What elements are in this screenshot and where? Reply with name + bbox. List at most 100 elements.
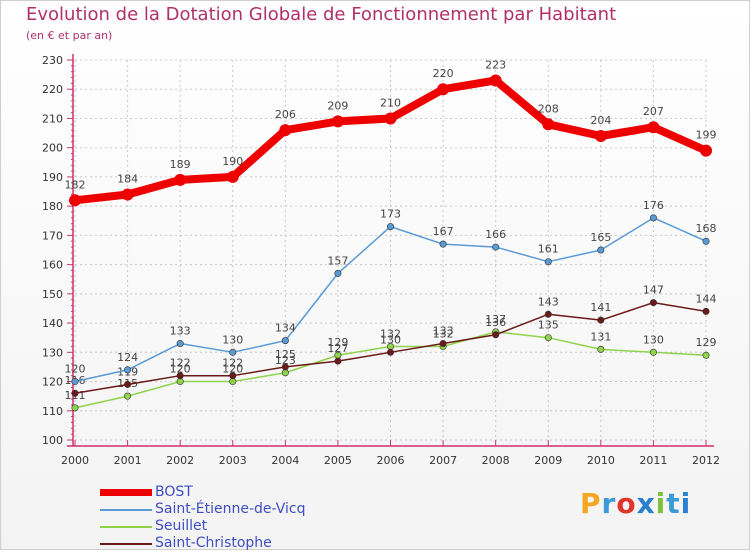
y-tick-label: 150: [42, 288, 63, 301]
data-point: [597, 316, 605, 324]
data-label: 182: [65, 178, 86, 191]
data-point: [334, 357, 342, 365]
data-label: 120: [65, 363, 86, 376]
data-label: 132: [380, 327, 401, 340]
legend-swatch-saint-christophe: [100, 543, 152, 545]
data-label: 176: [643, 199, 664, 212]
data-point: [597, 345, 605, 353]
data-point: [176, 378, 184, 386]
data-label: 130: [643, 333, 664, 346]
data-label: 137: [485, 313, 506, 326]
data-label: 157: [327, 254, 348, 267]
data-label: 199: [696, 129, 717, 142]
data-label: 166: [485, 228, 506, 241]
data-point: [174, 173, 187, 186]
logo-letter: r: [601, 487, 617, 520]
x-tick-label: 2009: [534, 454, 562, 467]
data-point: [71, 389, 79, 397]
data-label: 129: [327, 336, 348, 349]
data-point: [281, 369, 289, 377]
data-label: 133: [170, 325, 191, 338]
data-label: 165: [590, 231, 611, 244]
data-point: [384, 112, 397, 125]
x-tick-label: 2003: [219, 454, 247, 467]
y-tick-label: 190: [42, 171, 63, 184]
y-tick-label: 130: [42, 346, 63, 359]
data-point: [544, 310, 552, 318]
data-point: [594, 130, 607, 142]
legend-swatch-saint-etienne: [100, 509, 152, 511]
data-label: 135: [538, 319, 559, 332]
y-tick-label: 100: [42, 434, 63, 447]
logo-letter: P: [580, 487, 602, 520]
data-point: [489, 74, 502, 87]
logo-letter: o: [616, 487, 637, 520]
data-point: [544, 334, 552, 342]
data-label: 206: [275, 108, 296, 121]
data-point: [649, 299, 657, 307]
data-label: 143: [538, 295, 559, 308]
data-label: 190: [222, 155, 243, 168]
data-label: 209: [327, 99, 348, 112]
data-label: 131: [590, 330, 611, 343]
data-label: 124: [117, 351, 138, 364]
chart-title: Evolution de la Dotation Globale de Fonc…: [26, 4, 617, 25]
data-point: [492, 331, 500, 339]
data-point: [331, 115, 344, 128]
legend-swatch-seuillet: [100, 526, 152, 528]
data-point: [229, 348, 237, 356]
y-tick-label: 180: [42, 200, 63, 213]
y-tick-label: 170: [42, 229, 63, 242]
data-label: 133: [433, 325, 454, 338]
data-label: 122: [222, 357, 243, 370]
data-label: 223: [485, 58, 506, 71]
data-label: 204: [590, 114, 611, 127]
data-point: [439, 340, 447, 348]
proxiti-logo: Proxiti: [580, 487, 691, 520]
x-tick-label: 2006: [377, 454, 405, 467]
data-label: 130: [380, 333, 401, 346]
data-point: [700, 144, 712, 157]
logo-letter: i: [655, 487, 667, 520]
data-point: [176, 340, 184, 348]
data-point: [492, 243, 500, 251]
data-point: [229, 378, 237, 386]
data-point: [597, 246, 605, 254]
legend-label-bost: BOST: [155, 484, 193, 500]
data-point: [281, 337, 289, 345]
data-label: 134: [275, 322, 296, 335]
data-point: [439, 240, 447, 248]
data-label: 127: [327, 342, 348, 355]
x-tick-label: 2004: [271, 454, 299, 467]
data-point: [386, 223, 394, 231]
data-point: [71, 378, 79, 386]
data-label: 168: [696, 222, 717, 235]
data-point: [281, 363, 289, 371]
data-point: [647, 121, 660, 134]
data-label: 130: [222, 333, 243, 346]
data-label: 161: [538, 243, 559, 256]
legend-label-saint-etienne: Saint-Étienne-de-Vicq: [155, 501, 306, 517]
x-tick-label: 2010: [587, 454, 615, 467]
legend-swatch-bost: [100, 489, 152, 496]
data-label: 210: [380, 96, 401, 109]
data-label: 136: [485, 316, 506, 329]
data-label: 129: [696, 336, 717, 349]
data-label: 120: [170, 363, 191, 376]
data-label: 184: [117, 172, 138, 185]
data-point: [226, 170, 239, 183]
data-label: 189: [170, 158, 191, 171]
y-tick-label: 210: [42, 112, 63, 125]
data-label: 147: [643, 284, 664, 297]
data-point: [649, 348, 657, 356]
y-tick-label: 140: [42, 317, 63, 330]
data-point: [124, 366, 132, 374]
x-tick-label: 2000: [61, 454, 89, 467]
data-point: [71, 404, 79, 412]
data-label: 220: [433, 67, 454, 80]
x-tick-label: 2007: [429, 454, 457, 467]
y-tick-label: 230: [42, 54, 63, 67]
data-point: [702, 237, 710, 245]
